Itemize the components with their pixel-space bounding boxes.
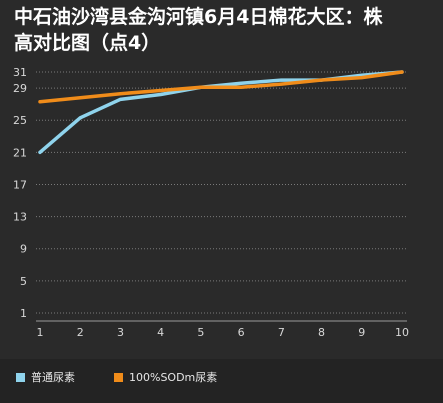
chart-title: 中石油沙湾县金沟河镇6月4日棉花大区：株 高对比图（点4） xyxy=(14,6,383,54)
data-point xyxy=(38,150,42,154)
legend: 普通尿素 100%SODm尿素 xyxy=(0,359,443,403)
y-tick-label: 25 xyxy=(13,114,27,127)
y-tick-label: 13 xyxy=(13,211,27,224)
grid-lines xyxy=(36,71,407,314)
x-tick-label: 1 xyxy=(37,326,44,339)
y-tick-label: 21 xyxy=(13,146,27,159)
data-point xyxy=(199,85,203,89)
data-point xyxy=(360,76,364,80)
data-point xyxy=(78,116,82,120)
data-point xyxy=(279,82,283,86)
data-point xyxy=(38,100,42,104)
legend-item-series-2[interactable]: 100%SODm尿素 xyxy=(114,370,217,384)
x-tick-label: 7 xyxy=(278,326,285,339)
data-point xyxy=(159,93,163,97)
x-axis-ticks: 1 2 3 4 5 6 7 8 9 10 xyxy=(37,326,410,339)
plot-area xyxy=(36,64,407,321)
y-tick-label: 5 xyxy=(20,275,27,288)
data-point xyxy=(239,85,243,89)
x-tick-label: 6 xyxy=(238,326,245,339)
x-tick-label: 8 xyxy=(318,326,325,339)
series-line-2 xyxy=(38,70,404,104)
x-tick-label: 4 xyxy=(157,326,164,339)
y-tick-label: 17 xyxy=(13,178,27,191)
data-point xyxy=(118,92,122,96)
y-axis-ticks: 1 5 9 13 17 21 25 29 31 xyxy=(13,66,27,320)
x-tick-label: 9 xyxy=(358,326,365,339)
data-point xyxy=(320,78,324,82)
data-point xyxy=(400,70,404,74)
x-tick-label: 3 xyxy=(117,326,124,339)
x-tick-label: 2 xyxy=(77,326,84,339)
legend-label-series-1: 普通尿素 xyxy=(31,371,75,384)
data-point xyxy=(118,97,122,101)
y-tick-label: 1 xyxy=(20,307,27,320)
data-point xyxy=(279,78,283,82)
data-point xyxy=(78,96,82,100)
y-tick-label: 9 xyxy=(20,243,27,256)
legend-swatch-series-1 xyxy=(16,372,25,382)
legend-item-series-1[interactable]: 普通尿素 xyxy=(16,370,75,384)
y-tick-label: 29 xyxy=(13,82,27,95)
data-point xyxy=(239,81,243,85)
data-point xyxy=(159,89,163,93)
x-tick-label: 5 xyxy=(197,326,204,339)
y-tick-label: 31 xyxy=(13,66,27,79)
series-lines xyxy=(38,70,404,155)
legend-label-series-2: 100%SODm尿素 xyxy=(129,371,218,384)
x-tick-label: 10 xyxy=(395,326,409,339)
legend-swatch-series-2 xyxy=(114,372,123,382)
